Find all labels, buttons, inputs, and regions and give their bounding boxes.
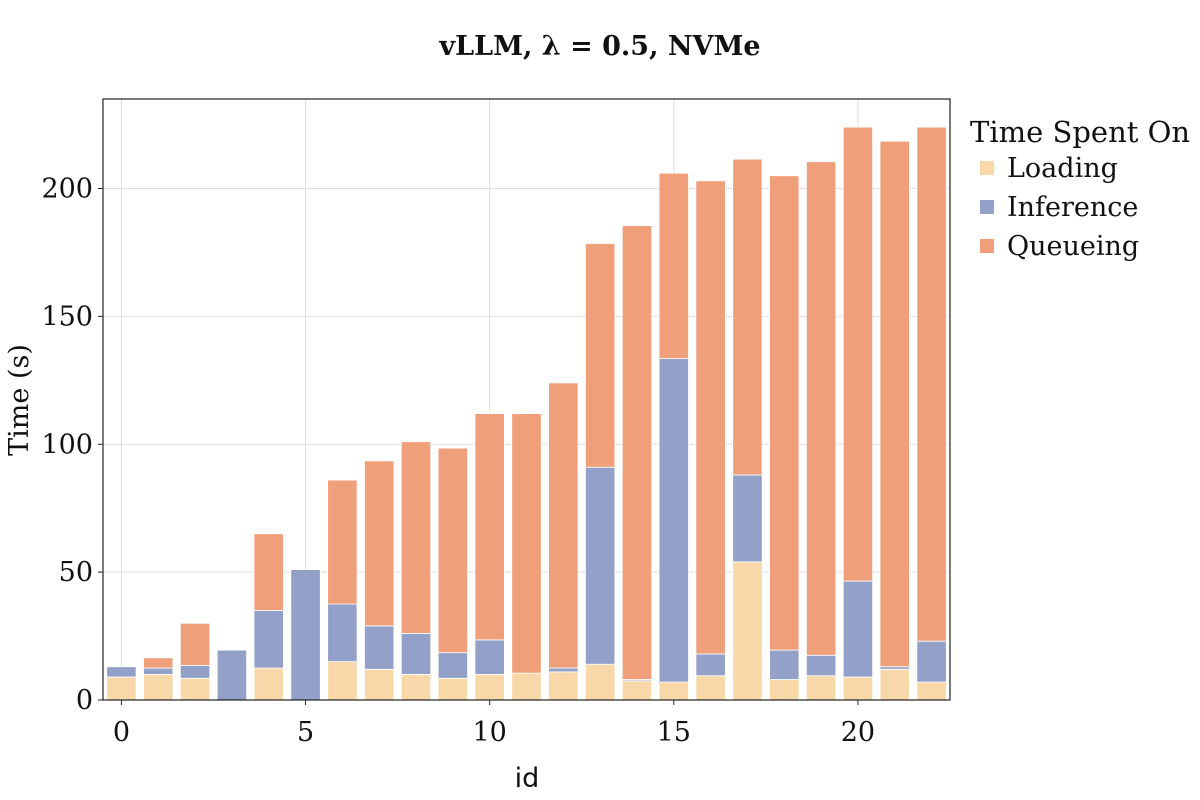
bar-loading-8: [400, 674, 432, 701]
bar-queueing-11: [511, 413, 542, 674]
legend: Time Spent On Loading Inference Queueing: [970, 115, 1190, 262]
bar-inference-19: [805, 654, 837, 677]
bar-queueing-1: [143, 657, 174, 669]
bar-inference-0: [106, 666, 137, 678]
legend-label-inference: Inference: [1007, 192, 1138, 223]
bar-loading-18: [769, 679, 800, 701]
x-tick-label: 20: [841, 717, 875, 748]
bar-inference-3: [216, 649, 248, 701]
x-axis-ticks: 0 5 10 15 20: [113, 700, 875, 748]
bar-loading-19: [805, 675, 837, 701]
bars: [106, 126, 947, 701]
y-tick-label: 100: [41, 429, 93, 460]
bar-inference-4: [253, 610, 284, 669]
legend-label-queueing: Queueing: [1007, 231, 1139, 262]
bar-queueing-8: [400, 441, 432, 634]
bar-queueing-17: [732, 158, 763, 476]
bar-loading-17: [732, 561, 763, 701]
bar-loading-1: [143, 674, 174, 701]
bar-loading-0: [106, 676, 137, 701]
bar-queueing-22: [916, 126, 947, 642]
bar-inference-7: [364, 625, 395, 670]
bar-queueing-15: [658, 172, 689, 359]
bar-loading-11: [511, 672, 542, 701]
y-tick-label: 200: [41, 174, 93, 205]
bar-inference-5: [290, 569, 321, 701]
y-tick-label: 150: [41, 301, 93, 332]
y-axis-ticks: 0 50 100 150 200: [41, 174, 103, 716]
legend-title: Time Spent On: [970, 115, 1190, 149]
bar-inference-1: [143, 667, 174, 675]
bar-inference-10: [474, 639, 505, 675]
bar-queueing-18: [769, 175, 800, 651]
x-tick-label: 15: [657, 717, 691, 748]
bar-queueing-20: [842, 126, 874, 582]
bar-loading-2: [179, 677, 211, 701]
bar-queueing-21: [879, 140, 910, 668]
chart-title: vLLM, λ = 0.5, NVMe: [438, 31, 760, 62]
bar-queueing-12: [548, 382, 579, 669]
bar-inference-17: [732, 474, 763, 563]
bar-inference-13: [585, 466, 616, 665]
bar-inference-18: [769, 649, 800, 680]
y-tick-label: 0: [76, 685, 93, 716]
bar-loading-13: [585, 663, 616, 701]
bar-inference-16: [695, 653, 726, 677]
bar-inference-2: [179, 665, 211, 679]
bar-inference-8: [400, 633, 432, 675]
bar-queueing-7: [364, 460, 395, 627]
bar-inference-20: [842, 580, 874, 678]
plot-frame: [102, 98, 951, 701]
bar-loading-7: [364, 668, 395, 701]
bar-queueing-19: [805, 161, 837, 656]
x-tick-label: 10: [472, 717, 506, 748]
bar-queueing-4: [253, 533, 284, 611]
bar-queueing-10: [474, 413, 505, 641]
bar-queueing-9: [437, 447, 468, 654]
bar-loading-9: [437, 677, 468, 701]
bar-loading-21: [879, 668, 910, 701]
x-tick-label: 0: [113, 717, 130, 748]
bar-loading-6: [327, 661, 358, 701]
bar-inference-6: [327, 603, 358, 663]
legend-swatch-inference: [980, 200, 994, 214]
bar-loading-20: [842, 676, 874, 701]
bar-inference-9: [437, 652, 468, 679]
y-tick-label: 50: [59, 557, 93, 588]
bar-queueing-2: [179, 622, 211, 666]
bar-loading-22: [916, 681, 947, 701]
x-tick-label: 5: [297, 717, 314, 748]
bar-queueing-6: [327, 479, 358, 605]
bar-queueing-16: [695, 180, 726, 655]
legend-swatch-queueing: [980, 239, 994, 253]
y-axis-label: Time (s): [4, 344, 35, 456]
bar-loading-16: [695, 675, 726, 701]
bar-loading-15: [658, 681, 689, 701]
bar-inference-15: [658, 358, 689, 683]
bar-loading-4: [253, 667, 284, 701]
bar-loading-10: [474, 674, 505, 701]
bar-inference-22: [916, 640, 947, 683]
bar-loading-14: [621, 680, 653, 701]
x-axis-label: id: [515, 763, 540, 794]
bar-queueing-14: [621, 225, 653, 680]
legend-swatch-loading: [980, 161, 994, 175]
bar-inference-12: [548, 667, 579, 673]
bar-queueing-13: [585, 243, 616, 468]
legend-label-loading: Loading: [1007, 153, 1118, 184]
bar-loading-12: [548, 671, 579, 701]
